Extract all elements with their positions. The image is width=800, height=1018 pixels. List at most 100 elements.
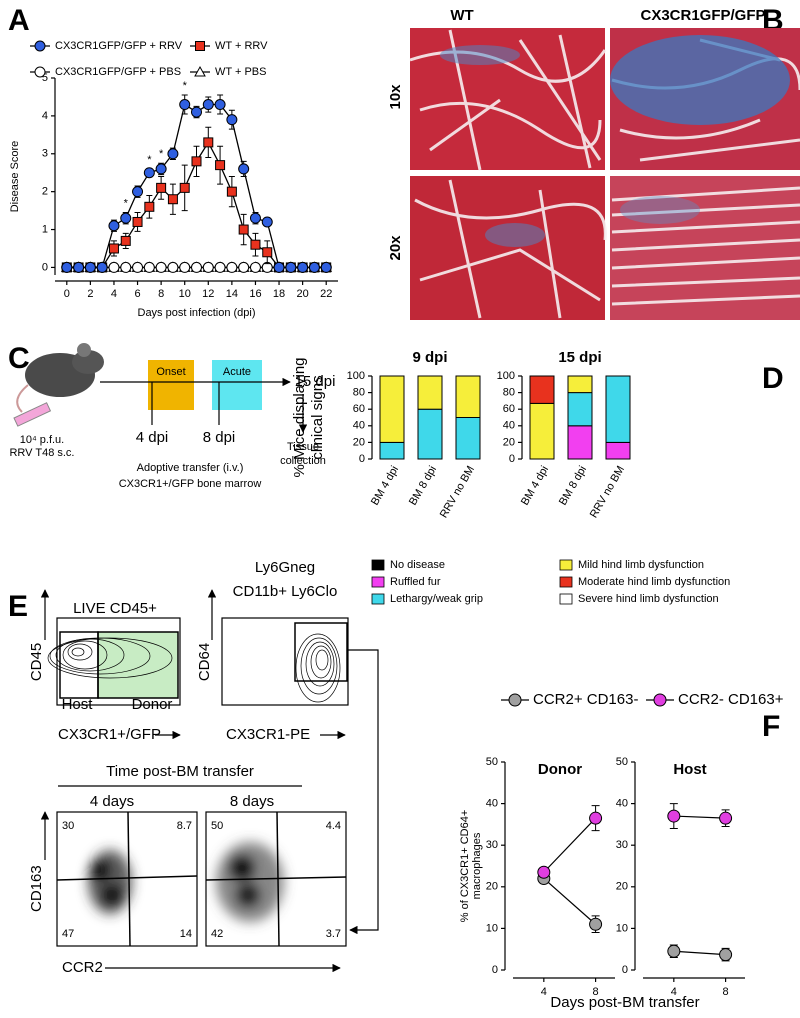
column-label: WT bbox=[450, 7, 473, 24]
y-tick-label: 40 bbox=[486, 798, 498, 810]
marker bbox=[108, 243, 119, 254]
series-line bbox=[543, 878, 596, 925]
legend-label: WT + PBS bbox=[215, 66, 266, 78]
endpoint: 15 dpi bbox=[295, 373, 336, 390]
histology-image bbox=[410, 176, 605, 320]
contours bbox=[47, 637, 173, 679]
bar-segment bbox=[379, 441, 405, 460]
marker bbox=[195, 41, 205, 51]
row-label: 20x bbox=[387, 235, 404, 261]
marker bbox=[84, 261, 96, 273]
timepoint: 8 dpi bbox=[203, 429, 236, 446]
legend-swatch bbox=[559, 593, 573, 605]
bar-segment bbox=[567, 425, 593, 460]
x-axis-label: Days post-BM transfer bbox=[550, 994, 699, 1011]
y-tick-label: 20 bbox=[353, 436, 365, 448]
series-line bbox=[673, 815, 726, 819]
y-tick-label: 0 bbox=[509, 453, 515, 465]
stacked-bar-chart: % Mice displayingclinical signs 9 dpi 0 20 4… bbox=[291, 349, 730, 605]
legend-label: CCR2- CD163+ bbox=[678, 691, 784, 708]
quadrant-line bbox=[56, 875, 198, 881]
bar-segment bbox=[417, 375, 443, 410]
y-axis-label: % of CX3CR1+ CD64+macrophages bbox=[459, 810, 483, 923]
onset-box bbox=[148, 360, 194, 410]
marker bbox=[108, 220, 120, 232]
marker bbox=[667, 944, 681, 958]
marker bbox=[249, 261, 261, 273]
marker bbox=[143, 167, 155, 179]
y-tick-label: 4 bbox=[42, 110, 48, 122]
marker bbox=[261, 216, 273, 228]
plot-title: CD11b+ Ly6Clo bbox=[233, 583, 338, 600]
marker bbox=[308, 261, 320, 273]
marker bbox=[250, 239, 261, 250]
gate-label: Donor bbox=[132, 696, 173, 713]
x-tick-label: RRV no BM bbox=[588, 464, 627, 520]
axis-label: CX3CR1-PE bbox=[226, 726, 310, 743]
quadrant-value: 30 bbox=[62, 820, 74, 832]
y-tick-label: 10 bbox=[486, 922, 498, 934]
y-tick-label: 60 bbox=[503, 403, 515, 415]
bar-segment bbox=[455, 375, 481, 418]
marker bbox=[179, 261, 191, 273]
fibrosis bbox=[610, 35, 790, 125]
y-tick-label: 10 bbox=[616, 922, 628, 934]
bar-segment bbox=[567, 392, 593, 427]
axis-label: CD45 bbox=[28, 643, 45, 681]
y-tick-label: 80 bbox=[353, 387, 365, 399]
transfer: Adoptive transfer (i.v.) bbox=[137, 462, 244, 474]
x-tick-label: BM 8 dpi bbox=[557, 464, 589, 508]
virus: RRV T48 s.c. bbox=[9, 447, 74, 459]
marker bbox=[238, 224, 249, 235]
y-tick-label: 0 bbox=[622, 964, 628, 976]
x-tick-label: 18 bbox=[273, 288, 285, 300]
quadrant-value: 3.7 bbox=[326, 928, 341, 940]
facet-title: Donor bbox=[538, 761, 582, 778]
marker bbox=[262, 247, 273, 258]
gate bbox=[59, 631, 99, 699]
marker bbox=[191, 106, 202, 118]
y-tick-label: 3 bbox=[42, 148, 48, 160]
x-tick-label: 14 bbox=[226, 288, 238, 300]
endpoint-action: Tissue collection bbox=[280, 441, 326, 467]
gate bbox=[294, 622, 348, 682]
bar-segment bbox=[605, 441, 631, 460]
marker bbox=[719, 948, 733, 962]
facet-title: 15 dpi bbox=[558, 349, 601, 366]
marker bbox=[203, 137, 214, 148]
flow-plot bbox=[205, 811, 347, 947]
legend-swatch bbox=[371, 576, 385, 588]
schematic: Onset Acute 15 dpi 4 dpi 8 dpi Tissue col… bbox=[9, 343, 335, 490]
x-tick-label: 0 bbox=[64, 288, 70, 300]
marker bbox=[73, 261, 85, 273]
x-tick-label: BM 8 dpi bbox=[407, 464, 439, 508]
fibrosis bbox=[620, 196, 700, 224]
y-tick-label: 20 bbox=[503, 436, 515, 448]
legend-label: CX3CR1GFP/GFP + PBS bbox=[55, 66, 181, 78]
y-tick-label: 50 bbox=[616, 756, 628, 768]
mouse bbox=[77, 343, 91, 357]
annotation: * bbox=[147, 154, 152, 166]
marker bbox=[120, 235, 131, 246]
y-tick-label: 20 bbox=[486, 881, 498, 893]
quadrant-value: 50 bbox=[211, 820, 223, 832]
legend-marker bbox=[653, 693, 667, 707]
y-tick-label: 2 bbox=[42, 186, 48, 198]
marker bbox=[202, 261, 214, 273]
marker bbox=[194, 65, 206, 77]
legend-label: Moderate hind limb dysfunction bbox=[578, 576, 730, 588]
marker bbox=[34, 66, 46, 78]
histology: WT CX3CR1GFP/GFP 10x 20x bbox=[387, 7, 800, 320]
flow-plot bbox=[221, 617, 349, 706]
marker bbox=[191, 261, 202, 273]
y-axis-label: Disease Score bbox=[9, 141, 21, 213]
marker bbox=[191, 156, 202, 167]
quadrant-value: 42 bbox=[211, 928, 223, 940]
mouse bbox=[16, 384, 29, 413]
x-tick-label: BM 4 dpi bbox=[519, 464, 551, 508]
quadrant-line bbox=[205, 876, 347, 881]
plot-title: LIVE CD45+ bbox=[73, 600, 157, 617]
quadrant-value: 14 bbox=[180, 928, 192, 940]
legend-label: No disease bbox=[390, 559, 445, 571]
